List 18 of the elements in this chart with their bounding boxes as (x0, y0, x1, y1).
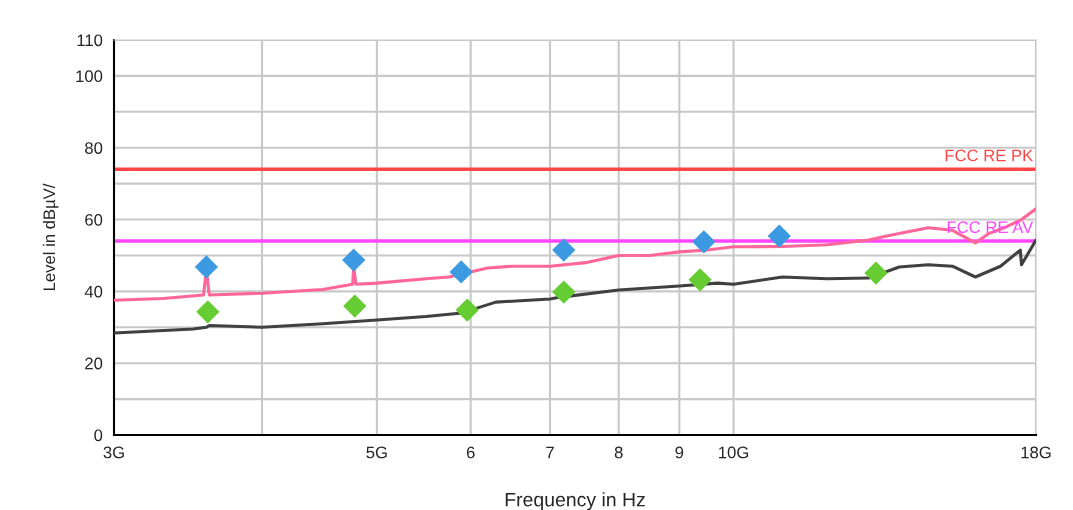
ref-line-label: FCC RE PK (945, 149, 1034, 162)
x-axis-title: Frequency in Hz (505, 492, 645, 510)
x-tick-label: 18G (1021, 446, 1051, 459)
x-tick-label: 8 (614, 446, 623, 459)
y-axis-title: Level in dBµV/ (42, 183, 59, 291)
y-tick-label: 40 (84, 285, 103, 298)
y-tick-label: 0 (94, 429, 103, 442)
y-tick-label: 110 (77, 34, 103, 47)
x-tick-label: 9 (675, 446, 684, 459)
y-tick-label: 100 (76, 70, 103, 83)
x-tick-label: 7 (546, 446, 554, 459)
x-tick-label: 5G (366, 446, 387, 459)
y-tick-label: 60 (85, 213, 103, 226)
y-tick-label: 20 (85, 357, 103, 370)
x-tick-label: 3G (103, 446, 124, 459)
x-tick-label: 6 (466, 446, 475, 459)
y-tick-label: 80 (85, 142, 103, 154)
x-tick-label: 10G (719, 446, 749, 459)
